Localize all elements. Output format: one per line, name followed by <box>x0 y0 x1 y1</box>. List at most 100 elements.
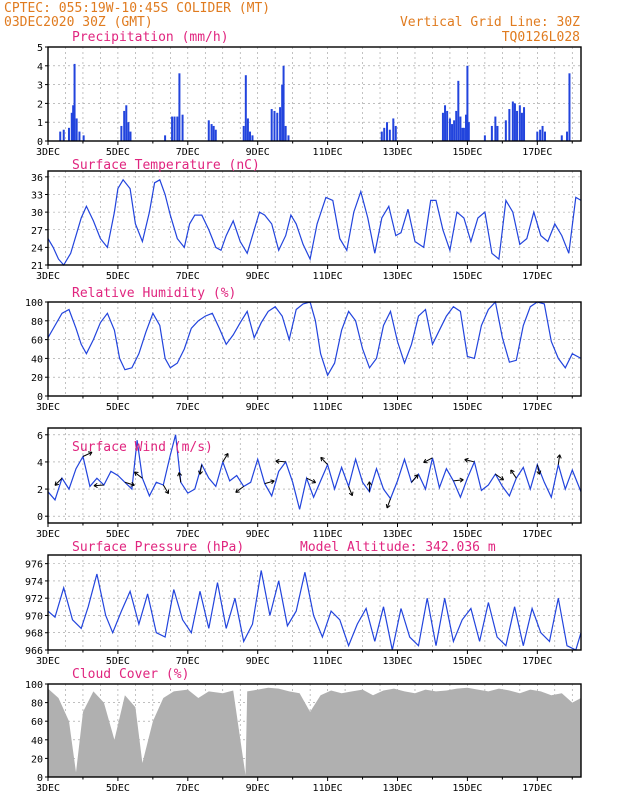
x-tick-label: 3DEC <box>36 271 60 282</box>
wind-arrow-head <box>87 451 93 456</box>
wind-arrow <box>134 471 143 479</box>
precip-bar <box>273 110 276 141</box>
panel-frame <box>47 683 582 778</box>
precip-bar <box>59 131 62 141</box>
precip-bar <box>125 105 128 141</box>
wind-arrow-head <box>510 469 515 474</box>
x-tick-label: 11DEC <box>313 271 343 282</box>
panel-title: Relative Humidity (%) <box>72 286 236 301</box>
wind-arrow-head <box>556 454 562 459</box>
header-location: CPTEC: 055:19W-10:45S COLIDER (MT) <box>4 1 270 16</box>
precip-bar <box>566 131 569 141</box>
precip-bar <box>178 73 181 141</box>
y-tick-label: 974 <box>25 577 43 588</box>
y-tick-label: 33 <box>31 191 43 202</box>
wind-arrow <box>510 469 517 479</box>
y-tick-label: 968 <box>25 629 43 640</box>
precip-bar <box>287 135 290 141</box>
x-tick-label: 15DEC <box>452 783 482 794</box>
precip-bar <box>467 122 470 141</box>
header-grid-line: Vertical Grid Line: 30Z <box>400 15 580 30</box>
precip-bar <box>73 63 76 141</box>
wind-arrow <box>536 464 541 475</box>
precip-bar <box>457 80 460 141</box>
y-tick-label: 36 <box>31 173 43 184</box>
precip-bar <box>75 118 78 141</box>
precip-bar <box>523 107 526 141</box>
y-tick-label: 6 <box>37 431 43 442</box>
precip-bar <box>388 129 391 141</box>
precip-bar <box>120 125 123 141</box>
panel-title: Precipitation (mm/h) <box>72 30 229 45</box>
y-tick-label: 60 <box>31 336 43 347</box>
wind-arrow <box>386 498 391 509</box>
precip-bar <box>242 125 245 141</box>
x-tick-label: 5DEC <box>106 783 130 794</box>
precip-bar <box>451 124 454 141</box>
panel-frame <box>47 46 582 142</box>
precip-bar <box>466 65 469 141</box>
y-tick-label: 2 <box>37 99 43 110</box>
precip-bar <box>536 131 539 141</box>
header-date: 03DEC2020 30Z (GMT) <box>4 15 153 30</box>
panel-title: Surface Wind (m/s) <box>72 440 213 455</box>
wind-arrow <box>222 453 229 463</box>
y-tick-label: 1 <box>37 118 43 129</box>
x-tick-label: 7DEC <box>176 402 200 413</box>
precip-bar <box>212 125 215 141</box>
y-tick-label: 972 <box>25 594 43 605</box>
precip-bar <box>62 129 65 141</box>
wind-arrow <box>124 481 135 486</box>
precip-bar <box>383 127 386 141</box>
precip-bar <box>441 112 444 141</box>
precip-bar <box>78 131 81 141</box>
y-tick-label: 40 <box>31 354 43 365</box>
x-tick-label: 13DEC <box>382 402 412 413</box>
x-tick-label: 13DEC <box>382 529 412 540</box>
panel-frame <box>47 301 582 397</box>
y-tick-label: 5 <box>37 43 43 54</box>
y-tick-label: 2 <box>37 485 43 496</box>
wind-arrow-head <box>235 488 240 493</box>
precip-bar <box>465 114 468 141</box>
panels: 0 1 2 3 4 5 3DEC 5DEC 7DEC 9DEC 11DEC 13DEC 15DEC 17D… <box>25 30 582 794</box>
x-tick-label: 17DEC <box>522 402 552 413</box>
x-tick-label: 7DEC <box>176 529 200 540</box>
precip-bar <box>494 116 497 141</box>
precip-bar <box>394 125 397 141</box>
x-tick-label: 17DEC <box>522 783 552 794</box>
header-model: TQ0126L028 <box>502 30 580 45</box>
wind-arrow <box>453 479 464 482</box>
precip-bar <box>541 125 544 141</box>
wind-arrow-head <box>54 481 60 486</box>
y-tick-label: 4 <box>37 62 43 73</box>
wind-arrow-head <box>348 491 354 497</box>
y-tick-label: 24 <box>31 243 43 254</box>
x-tick-label: 13DEC <box>382 783 412 794</box>
x-tick-label: 9DEC <box>246 147 270 158</box>
panel-frame <box>47 427 582 524</box>
wind-arrow <box>411 474 419 483</box>
x-tick-label: 11DEC <box>313 402 343 413</box>
panel-title: Surface Pressure (hPa) <box>72 540 244 555</box>
wind-arrow-head <box>459 477 464 483</box>
wind-arrow <box>93 484 104 487</box>
precip-bar <box>392 118 395 141</box>
precip-bar <box>67 127 70 141</box>
wind-arrow <box>235 485 245 493</box>
precip-bar <box>511 101 514 141</box>
y-tick-label: 100 <box>25 298 43 309</box>
precip-bar <box>72 105 75 141</box>
precip-bar <box>251 135 254 141</box>
precip-bar <box>173 116 176 141</box>
wind-arrow-head <box>464 457 469 463</box>
x-tick-label: 11DEC <box>313 529 343 540</box>
x-tick-label: 17DEC <box>522 529 552 540</box>
precip-bar <box>520 112 523 141</box>
y-tick-label: 0 <box>37 137 43 148</box>
wind-arrow <box>178 472 182 483</box>
panel-frame <box>47 554 582 651</box>
precip-bar <box>276 112 279 141</box>
panel-frame <box>47 170 582 266</box>
